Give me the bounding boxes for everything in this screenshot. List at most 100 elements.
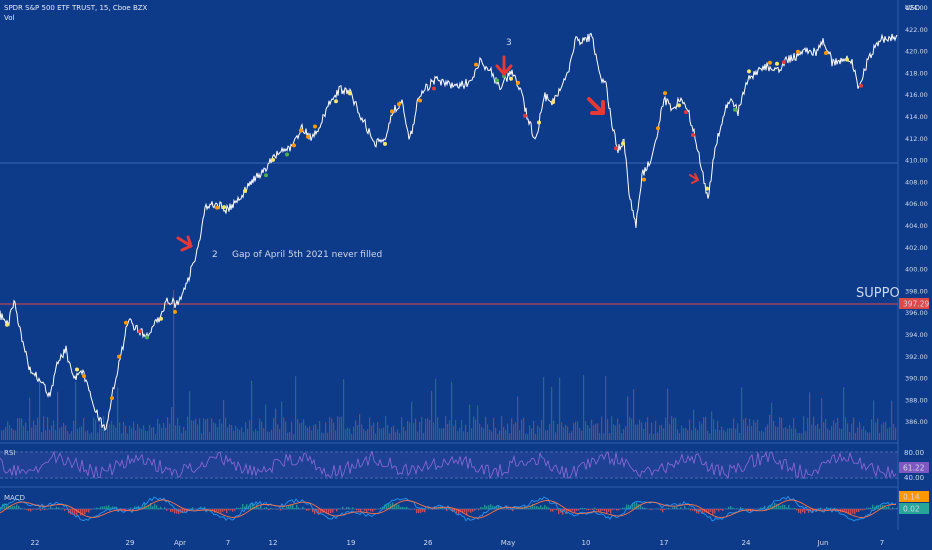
macd-histogram-bar [864, 509, 866, 510]
macd-histogram-bar [32, 509, 34, 510]
signal-dot [684, 110, 688, 115]
macd-histogram-bar [650, 509, 652, 511]
macd-histogram-bar [462, 509, 464, 513]
macd-histogram-bar [146, 506, 148, 509]
volume-bar [157, 418, 159, 440]
macd-histogram-bar [346, 507, 348, 509]
volume-bar [773, 420, 775, 440]
volume-bar [141, 429, 143, 440]
macd-histogram-bar [434, 507, 436, 509]
macd-histogram-bar [370, 509, 372, 512]
volume-bar [833, 420, 835, 440]
volume-bar [313, 425, 315, 440]
symbol-title[interactable]: SPDR S&P 500 ETF TRUST, 15, Cboe BZX [4, 4, 148, 12]
macd-histogram-bar [700, 509, 702, 512]
time-tick: May [501, 539, 515, 547]
macd-histogram-bar [366, 509, 368, 513]
macd-histogram-bar [838, 509, 840, 510]
volume-bar [763, 431, 765, 440]
macd-histogram-bar [464, 509, 466, 513]
volume-bar [623, 428, 625, 440]
volume-label[interactable]: Vol [4, 14, 15, 22]
macd-histogram-bar [290, 504, 292, 509]
macd-histogram-bar [216, 509, 218, 512]
macd-histogram-bar [266, 507, 268, 509]
macd-histogram-bar [878, 505, 880, 509]
macd-histogram-bar [858, 509, 860, 512]
rsi-band-fill [0, 452, 898, 478]
macd-histogram-bar [476, 508, 478, 509]
time-tick: 22 [31, 539, 40, 547]
macd-histogram-bar [774, 502, 776, 509]
signal-dot [110, 396, 114, 401]
macd-histogram-bar [492, 505, 494, 509]
price-tick: 398.00 [905, 287, 928, 295]
volume-bar [725, 431, 727, 440]
macd-histogram-bar [306, 509, 308, 511]
volume-bar [553, 420, 555, 440]
volume-bar [841, 428, 843, 440]
signal-dot [691, 132, 695, 137]
macd-histogram-bar [96, 507, 98, 509]
volume-bar [621, 432, 623, 440]
price-tick: 408.00 [905, 178, 928, 186]
volume-bar [453, 425, 455, 440]
gap-annotation: Gap of April 5th 2021 never filled [232, 250, 382, 260]
volume-bar [189, 391, 191, 440]
macd-histogram-bar [112, 506, 114, 509]
volume-bar [37, 417, 39, 440]
volume-bar [237, 428, 239, 440]
volume-bar [507, 423, 509, 440]
macd-histogram-bar [178, 509, 180, 515]
arrow-marker-3 [495, 55, 513, 77]
signal-dot [222, 205, 226, 210]
macd-histogram-bar [224, 509, 226, 511]
price-axis[interactable]: 424.00 422.00 420.00 418.00 416.00 414.00 412.… [905, 4, 928, 426]
macd-histogram-bar [850, 509, 852, 514]
macd-badge-2-bg [899, 503, 929, 514]
macd-histogram-bar [358, 509, 360, 511]
macd-histogram-bar [326, 509, 328, 513]
signal-dot [243, 188, 247, 193]
macd-histogram-bar [690, 509, 692, 511]
volume-bar [369, 417, 371, 440]
macd-histogram-bar [490, 504, 492, 509]
arrow-marker-may [587, 97, 605, 115]
macd-histogram-bar [236, 507, 238, 509]
volume-bar [561, 422, 563, 440]
macd-histogram-bar [788, 505, 790, 509]
volume-bar [583, 375, 585, 440]
volume-bar [643, 428, 645, 440]
macd-histogram-bar [116, 506, 118, 509]
macd-histogram-bar [334, 509, 336, 510]
macd-histogram-bar [78, 509, 80, 513]
macd-histogram-bar [732, 507, 734, 509]
macd-histogram-bar [508, 509, 510, 510]
macd-histogram-bar [64, 509, 66, 511]
macd-histogram-bar [56, 506, 58, 509]
volume-bar [807, 417, 809, 440]
macd-histogram-bar [50, 506, 52, 509]
macd-histogram-bar [636, 502, 638, 509]
volume-bar [591, 419, 593, 440]
signal-dot [124, 320, 128, 325]
macd-histogram-bar [214, 509, 216, 513]
macd-histogram-bar [404, 507, 406, 509]
volume-bar [379, 428, 381, 440]
macd-histogram-bar [154, 503, 156, 509]
macd-histogram-bar [496, 505, 498, 509]
time-axis[interactable]: 22 29 Apr 7 12 19 26 May 10 17 24 Jun 7 [31, 539, 885, 547]
macd-histogram-bar [896, 508, 898, 509]
volume-bar [167, 417, 169, 440]
macd-histogram-bar [212, 509, 214, 511]
volume-bar [551, 386, 553, 440]
macd-histogram-bar [578, 509, 580, 511]
volume-bar [687, 430, 689, 440]
volume-bar [537, 425, 539, 440]
volume-bar [247, 428, 249, 440]
volume-bar [455, 419, 457, 440]
volume-bar [129, 425, 131, 440]
macd-histogram-bar [52, 508, 54, 509]
macd-histogram-bar [394, 504, 396, 509]
